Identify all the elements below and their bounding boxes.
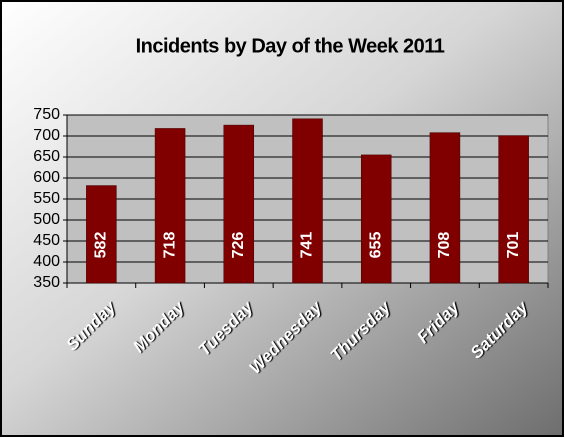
y-tick-label: 600	[33, 169, 60, 186]
y-tick-label: 350	[33, 274, 60, 291]
data-label: 708	[436, 232, 453, 259]
y-tick-label: 650	[33, 148, 60, 165]
data-label: 718	[161, 232, 178, 259]
bar	[86, 185, 117, 284]
y-tick-label: 500	[33, 211, 60, 228]
bar	[429, 132, 461, 284]
y-tick-label: 700	[33, 127, 60, 144]
data-label: 701	[505, 232, 522, 259]
y-tick-label: 400	[33, 253, 60, 270]
y-tick-label: 750	[33, 106, 60, 123]
data-label: 741	[299, 232, 316, 259]
y-tick-label: 450	[33, 232, 60, 249]
data-label: 655	[367, 232, 384, 259]
y-tick-label: 550	[33, 190, 60, 207]
bar	[292, 118, 323, 284]
bar	[360, 154, 392, 284]
chart-title: Incidents by Day of the Week 2011	[136, 35, 445, 57]
bar	[154, 128, 186, 284]
bar	[223, 124, 255, 284]
data-label: 726	[230, 232, 247, 259]
bar	[498, 135, 529, 284]
data-label: 582	[93, 232, 110, 259]
